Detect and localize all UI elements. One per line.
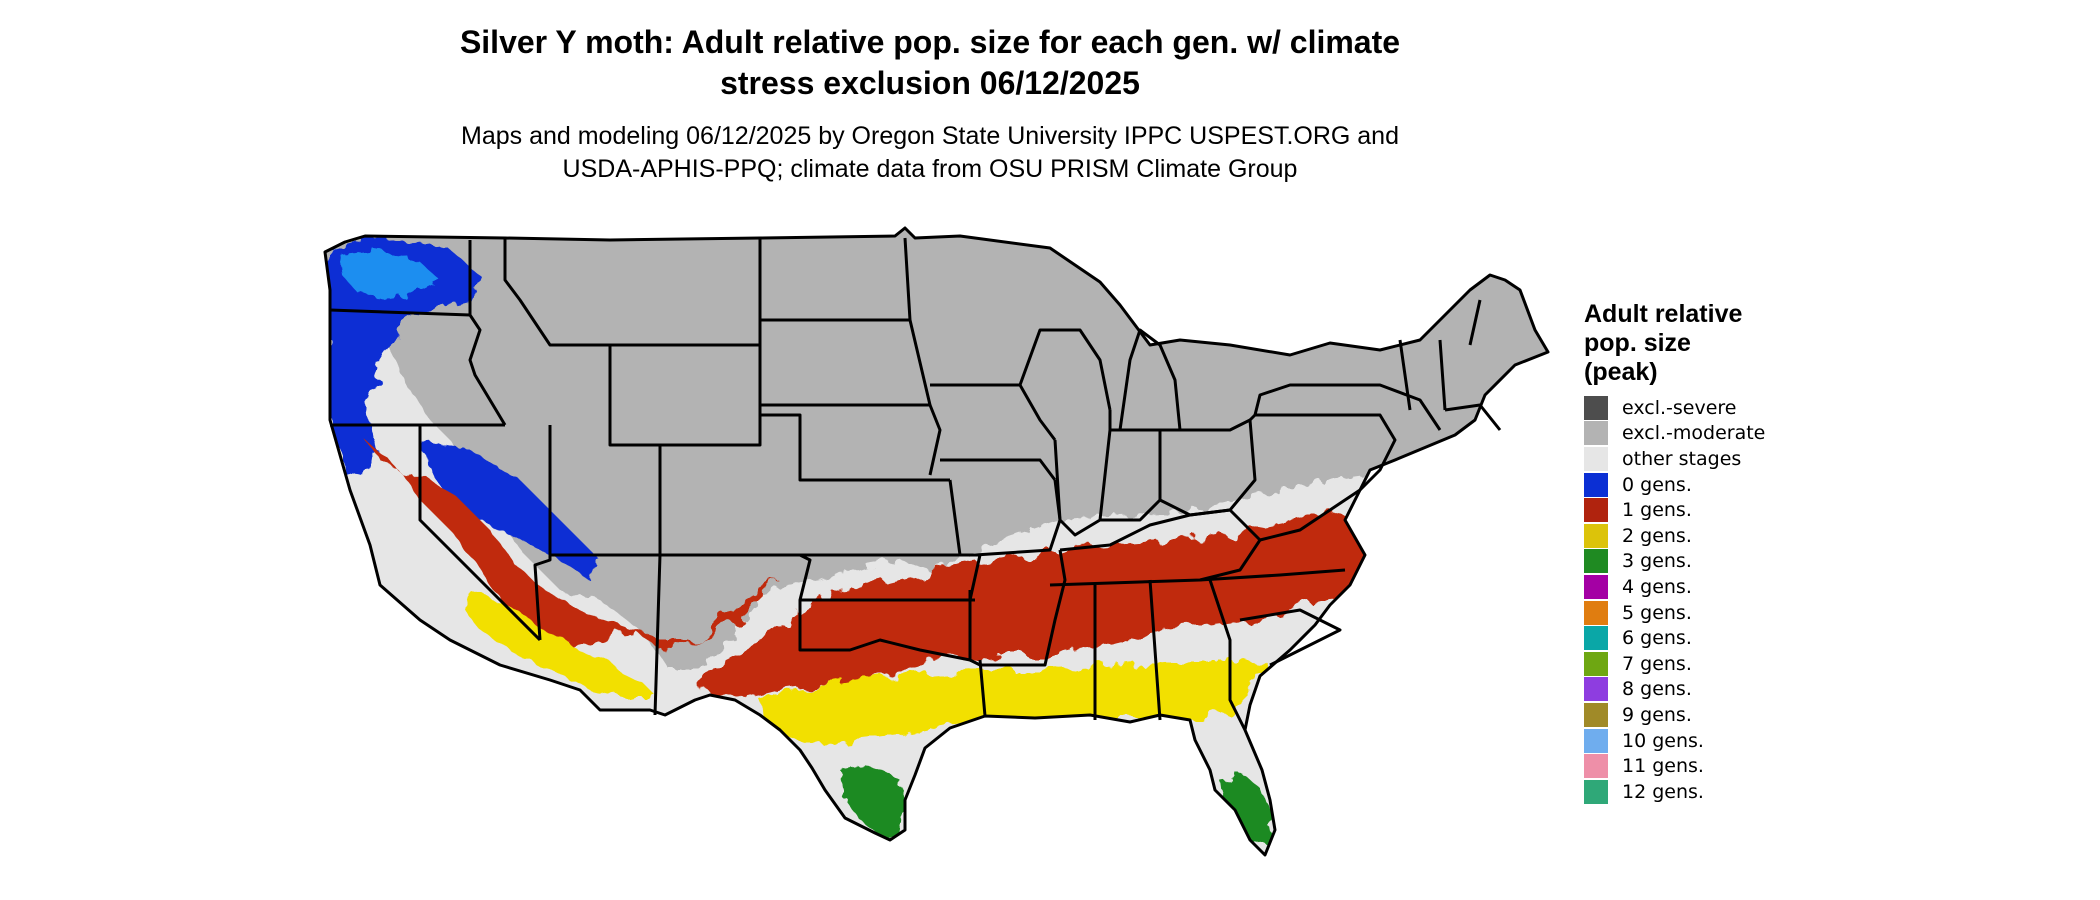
map-subtitle: Maps and modeling 06/12/2025 by Oregon S… [300, 120, 1560, 186]
legend-title-line1: Adult relative [1584, 300, 1743, 328]
legend-item: other stages [1584, 446, 1765, 472]
border-nd-mn [903, 237, 932, 406]
legend-item: 4 gens. [1584, 574, 1765, 600]
region-four-gens-keys [1220, 860, 1270, 886]
border-id-west [468, 240, 507, 426]
legend-label: excl.-moderate [1622, 422, 1766, 445]
map-title-line1: Silver Y moth: Adult relative pop. size … [459, 24, 1401, 60]
region-zero-gens [325, 238, 480, 480]
legend-swatch [1584, 754, 1608, 779]
border-ky-tn [1049, 568, 1346, 587]
border-sd-ne [760, 403, 942, 476]
region-two-gens-southwest [465, 590, 660, 700]
border-wi-mi [1018, 328, 1112, 411]
legend-items: excl.-severe excl.-moderate other stages 0 … [1584, 395, 1765, 805]
legend-label: 1 gens. [1622, 499, 1692, 522]
border-va-wv-pa [1248, 413, 1397, 542]
legend-item: 1 gens. [1584, 497, 1765, 523]
border-ia-mo [940, 458, 1057, 481]
border-il [1053, 410, 1112, 537]
state-borders [323, 226, 1550, 857]
legend-swatch [1584, 728, 1608, 753]
us-outline [323, 226, 1550, 857]
border-sc-nc [1239, 608, 1342, 667]
border-tx-la [978, 659, 987, 717]
legend-item: 2 gens. [1584, 523, 1765, 549]
legend-swatch [1584, 421, 1608, 446]
border-co-ks [660, 553, 975, 602]
legend-swatch [1584, 677, 1608, 702]
region-three-gens-florida [1220, 775, 1272, 845]
legend-item: excl.-moderate [1584, 421, 1765, 447]
legend-label: 7 gens. [1622, 652, 1692, 675]
legend-item: 5 gens. [1584, 600, 1765, 626]
border-ny-pa [1253, 383, 1442, 431]
legend-swatch [1584, 626, 1608, 651]
legend-swatch [1584, 574, 1608, 599]
legend-swatch [1584, 446, 1608, 471]
legend-label: 2 gens. [1622, 524, 1692, 547]
border-az-nm [653, 554, 662, 716]
region-one-gen-south [700, 510, 1370, 700]
border-ca-nv [418, 425, 542, 642]
border-tx-ok [798, 600, 971, 662]
legend-label: 12 gens. [1622, 780, 1704, 803]
legend-title: Adult relative pop. size (peak) [1584, 300, 1765, 387]
legend-label: 3 gens. [1622, 550, 1692, 573]
legend-item: 0 gens. [1584, 472, 1765, 498]
map-title-line2: stress exclusion 06/12/2025 [720, 65, 1140, 101]
border-mi-lower [1118, 328, 1182, 431]
legend-swatch [1584, 523, 1608, 548]
us-map [323, 226, 1550, 886]
legend-label: 0 gens. [1622, 473, 1692, 496]
legend-label: 6 gens. [1622, 627, 1692, 650]
legend-item: 8 gens. [1584, 677, 1765, 703]
region-one-gen-california [365, 440, 780, 650]
border-ky-north [1059, 508, 1262, 582]
legend-label: 9 gens. [1622, 703, 1692, 726]
border-mt-id [503, 238, 610, 347]
map-subtitle-line2: USDA-APHIS-PPQ; climate data from OSU PR… [562, 155, 1298, 183]
map-title: Silver Y moth: Adult relative pop. size … [300, 22, 1560, 104]
legend-item: 11 gens. [1584, 753, 1765, 779]
legend-item: 6 gens. [1584, 625, 1765, 651]
legend-item: 12 gens. [1584, 779, 1765, 805]
legend-label: 5 gens. [1622, 601, 1692, 624]
legend-label: other stages [1622, 447, 1742, 470]
border-ms-al-ga [1093, 579, 1247, 731]
border-nv-ut-az [533, 425, 552, 641]
legend-swatch [1584, 395, 1608, 420]
legend-item: 10 gens. [1584, 728, 1765, 754]
legend-item: excl.-severe [1584, 395, 1765, 421]
legend-swatch [1584, 600, 1608, 625]
legend-swatch [1584, 472, 1608, 497]
border-wa-or [329, 308, 471, 317]
legend-item: 3 gens. [1584, 549, 1765, 575]
legend-swatch [1584, 498, 1608, 523]
region-three-gens-texas [840, 765, 905, 835]
border-wy [610, 343, 762, 447]
region-two-gens-gulf [760, 660, 1270, 745]
legend-swatch [1584, 779, 1608, 804]
legend-label: 4 gens. [1622, 575, 1692, 598]
region-zero-gens-interior [420, 440, 600, 580]
legend: Adult relative pop. size (peak) excl.-se… [1584, 300, 1765, 805]
legend-label: 10 gens. [1622, 729, 1704, 752]
region-zero-gens-light [340, 250, 440, 300]
legend-swatch [1584, 651, 1608, 676]
map-fill-layers [325, 228, 1548, 886]
map-subtitle-line1: Maps and modeling 06/12/2025 by Oregon S… [461, 122, 1399, 150]
legend-title-line2: pop. size [1584, 329, 1691, 357]
border-new-england [1398, 299, 1502, 431]
legend-label: excl.-severe [1622, 396, 1737, 419]
legend-item: 9 gens. [1584, 702, 1765, 728]
legend-item: 7 gens. [1584, 651, 1765, 677]
legend-label: 11 gens. [1622, 755, 1704, 778]
border-mn-ia [930, 383, 1057, 441]
legend-label: 8 gens. [1622, 678, 1692, 701]
legend-title-line3: (peak) [1584, 358, 1658, 386]
legend-swatch [1584, 702, 1608, 727]
legend-swatch [1584, 549, 1608, 574]
border-ne [760, 413, 950, 482]
